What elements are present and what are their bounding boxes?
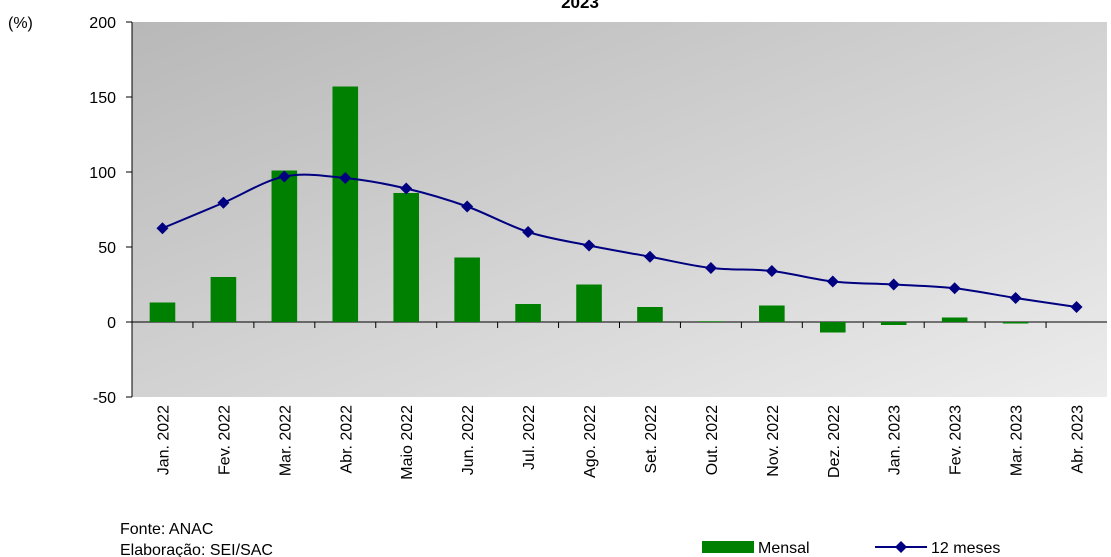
x-tick-label: Fev. 2022: [216, 405, 233, 475]
y-axis-label: (%): [8, 15, 33, 32]
bar: [941, 317, 968, 322]
marker: [826, 275, 839, 288]
marker: [704, 262, 717, 274]
bar: [819, 322, 846, 333]
bar: [880, 322, 907, 325]
bar: [637, 307, 663, 322]
x-tick-label: Mar. 2023: [1009, 405, 1026, 476]
marker: [156, 222, 169, 235]
bar: [393, 193, 420, 322]
bar: [149, 302, 176, 322]
marker: [400, 182, 413, 195]
credit: Elaboração: SEI/SAC: [120, 542, 273, 557]
x-tick-label: Abr. 2023: [1070, 405, 1087, 474]
legend-swatch: [702, 541, 754, 553]
x-tick-label: Set. 2022: [643, 405, 660, 474]
marker: [887, 278, 900, 291]
marker: [765, 265, 778, 277]
marker: [583, 239, 596, 252]
bar: [698, 321, 724, 322]
bar: [332, 86, 359, 322]
legend-label: 12 meses: [931, 540, 1000, 557]
source: Fonte: ANAC: [120, 521, 213, 538]
bar: [759, 305, 785, 322]
legend-label: Mensal: [758, 540, 810, 557]
x-tick-label: Jun. 2022: [460, 405, 477, 475]
x-tick-label: Jul. 2022: [521, 405, 538, 470]
x-tick-label: Jan. 2022: [155, 405, 172, 475]
y-tick-label: 150: [89, 90, 116, 107]
y-tick-label: 100: [89, 165, 116, 182]
bar: [515, 304, 541, 322]
marker: [643, 250, 656, 263]
bar: [454, 257, 480, 322]
y-tick-label: 200: [89, 15, 116, 32]
y-tick-label: 50: [98, 240, 116, 257]
y-tick-label: -50: [93, 390, 116, 407]
marker: [948, 282, 961, 295]
x-tick-label: Out. 2022: [704, 405, 721, 475]
marker: [461, 200, 474, 213]
x-tick-label: Abr. 2022: [338, 405, 355, 474]
x-tick-label: Mar. 2022: [277, 405, 294, 476]
x-tick-label: Fev. 2023: [948, 405, 965, 475]
legend-marker: [895, 541, 907, 553]
marker: [217, 196, 230, 209]
x-tick-label: Maio 2022: [399, 405, 416, 480]
x-tick-label: Dez. 2022: [826, 405, 843, 478]
line: [162, 173, 1077, 308]
marker: [522, 226, 535, 238]
marker: [339, 172, 352, 184]
bar: [1002, 322, 1029, 324]
marker: [278, 170, 291, 183]
y-tick-label: 0: [107, 315, 116, 332]
bar: [210, 277, 237, 322]
x-tick-label: Nov. 2022: [765, 405, 782, 477]
x-tick-label: Ago. 2022: [582, 405, 599, 478]
bar: [271, 170, 298, 322]
marker: [1009, 292, 1022, 304]
bar: [576, 284, 602, 322]
x-tick-label: Jan. 2023: [887, 405, 904, 475]
chart-title: 2023: [561, 0, 599, 12]
marker: [1070, 301, 1083, 313]
